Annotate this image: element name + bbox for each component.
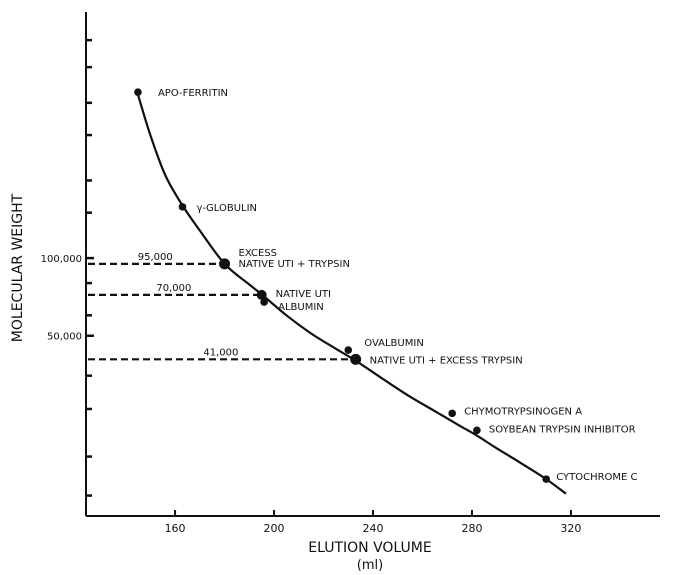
y-tick-label: 50,000	[47, 332, 82, 343]
calibration-curve	[136, 94, 567, 495]
x-tick-label: 320	[560, 522, 581, 535]
data-point	[219, 258, 231, 270]
y-tick-label: 100,000	[41, 254, 82, 265]
data-point-label: EXCESS NATIVE UTI + TRYPSIN	[239, 248, 350, 270]
data-point	[350, 353, 362, 365]
data-point-label: APO-FERRITIN	[158, 88, 228, 99]
data-point-label: NATIVE UTI + EXCESS TRYPSIN	[370, 355, 523, 366]
x-tick-label: 240	[363, 522, 384, 535]
data-point-label: CHYMOTRYPSINOGEN A	[464, 406, 582, 417]
data-point-label-line: EXCESS	[239, 248, 277, 259]
data-point	[134, 88, 142, 96]
y-minor-ticks	[86, 38, 92, 497]
x-tick-label: 280	[461, 522, 482, 535]
reference-lines: 95,000 70,000 41,000	[88, 252, 356, 361]
y-axis-label: MOLECULAR WEIGHT	[10, 193, 26, 342]
x-tick-label: 200	[264, 522, 285, 535]
data-point-label: CYTOCHROME C	[556, 472, 637, 483]
reference-line-label: 95,000	[138, 252, 173, 263]
data-point-label-line: NATIVE UTI + TRYPSIN	[239, 259, 350, 270]
data-point-label: SOYBEAN TRYPSIN INHIBITOR	[489, 424, 636, 435]
data-point	[448, 409, 456, 418]
data-point-label: γ-GLOBULIN	[196, 203, 257, 214]
data-point	[178, 203, 187, 211]
x-axis-label: ELUTION VOLUME	[308, 540, 431, 556]
reference-line-label: 70,000	[156, 283, 191, 294]
data-point-label: NATIVE UTI	[276, 289, 331, 300]
reference-line-label: 41,000	[203, 347, 238, 358]
data-point-label: ALBUMIN	[278, 302, 324, 313]
data-point	[344, 346, 353, 354]
x-tick-label: 160	[165, 522, 186, 535]
data-point	[260, 298, 268, 306]
data-point	[473, 426, 481, 435]
data-point	[542, 475, 550, 483]
y-ticks: 50,000 100,000	[41, 254, 94, 343]
x-axis-unit: (ml)	[357, 558, 383, 573]
data-point-label: OVALBUMIN	[364, 338, 424, 349]
data-point	[256, 289, 267, 300]
x-ticks: 160 200 240 280 320	[165, 510, 581, 535]
